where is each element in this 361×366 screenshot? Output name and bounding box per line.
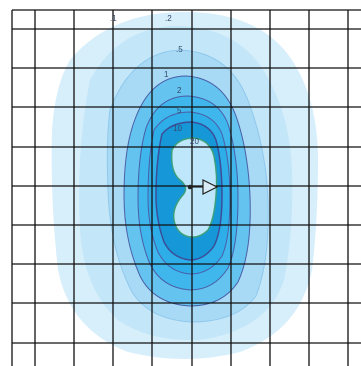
grid: [11, 9, 361, 366]
contour-label-5: 5: [177, 106, 182, 115]
contour-label-0.2: .2: [165, 14, 172, 23]
contour-label-10: 10: [173, 124, 182, 133]
direction-arrow-icon: [202, 179, 219, 195]
contour-label-0.1: .1: [110, 14, 117, 23]
contour-label-2: 2: [177, 86, 182, 95]
contour-label-20: 20: [190, 137, 199, 146]
source-point-icon: [187, 184, 193, 190]
contour-label-1: 1: [164, 70, 169, 79]
contour-label-0.5: .5: [176, 45, 183, 54]
